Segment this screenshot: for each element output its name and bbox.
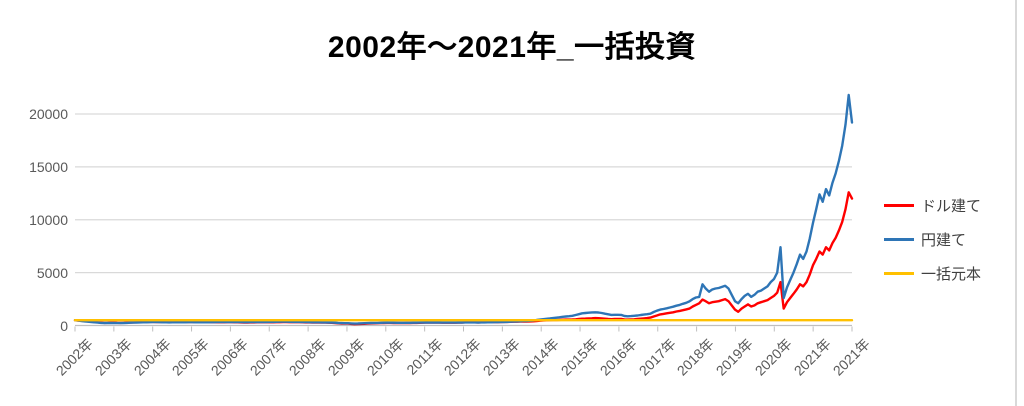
legend-item-jpy: 円建て: [884, 222, 1020, 256]
chart-right-border: [1015, 0, 1017, 406]
y-axis-label: 5000: [36, 264, 68, 281]
legend-label-usd: ドル建て: [921, 197, 982, 215]
chart-title: 2002年〜2021年_一括投資: [327, 31, 697, 64]
legend: ドル建て 円建て 一括元本: [884, 188, 1020, 290]
y-axis-label: 10000: [29, 211, 68, 228]
principal-line-swatch: [884, 271, 914, 275]
y-axis-label: 0: [60, 317, 68, 334]
legend-item-usd: ドル建て: [884, 188, 1020, 222]
series-line-0-ドル建て: [73, 191, 854, 326]
legend-label-jpy: 円建て: [921, 231, 967, 249]
y-axis-label: 20000: [29, 106, 68, 122]
usd-line-swatch: [884, 203, 914, 207]
legend-label-principal: 一括元本: [921, 265, 982, 283]
legend-item-principal: 一括元本: [884, 256, 1020, 290]
series-line-1-円建て: [73, 93, 854, 325]
y-axis-label: 15000: [29, 158, 68, 175]
jpy-line-swatch: [884, 237, 914, 241]
